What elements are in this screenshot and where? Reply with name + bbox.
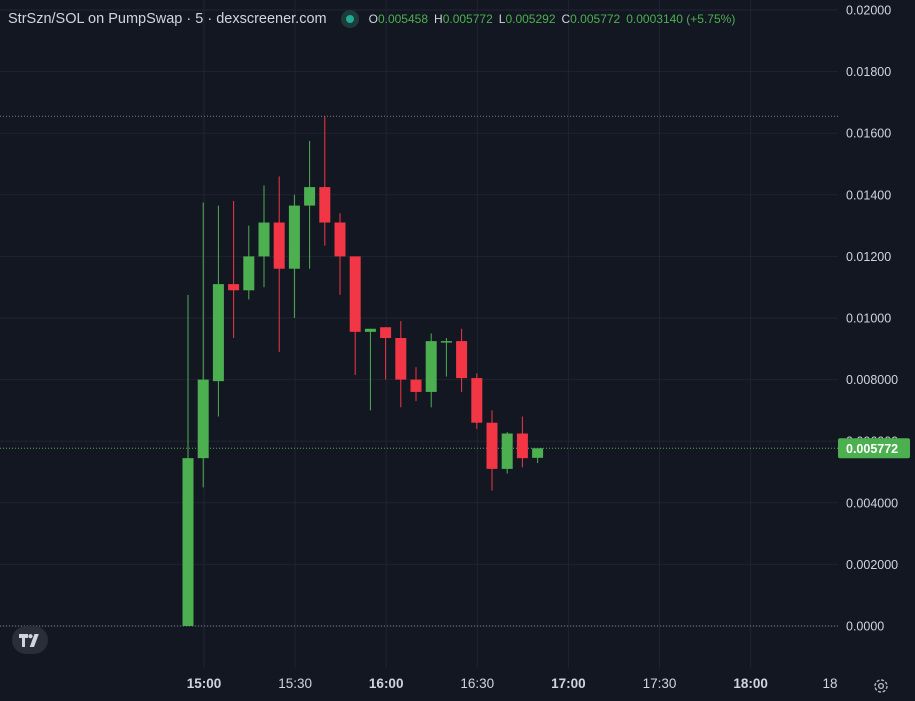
status-dot-icon [340, 10, 359, 28]
price-tick-label: 0.008000 [846, 373, 898, 387]
candle-body [334, 222, 346, 257]
price-tick-label: 0.01000 [846, 312, 891, 326]
time-axis[interactable]: 15:00 15:30 16:00 16:30 17:00 17:30 18:00 18 [187, 676, 838, 691]
current-price-badge [838, 438, 910, 459]
chart-grid [0, 0, 838, 668]
candle-body [380, 327, 392, 339]
tradingview-logo-icon[interactable] [12, 626, 48, 654]
candle-body [486, 422, 498, 469]
time-tick-label: 18 [822, 676, 837, 691]
candle-body [288, 205, 300, 269]
ohlc-legend: O 0.005458 H 0.005772 L 0.005292 C 0.005772 … [369, 12, 736, 26]
time-tick-label: 17:30 [643, 676, 677, 691]
candle-body [532, 448, 544, 458]
candle-body [304, 187, 316, 206]
price-tick-label: 0.02000 [846, 4, 891, 18]
gear-icon[interactable] [872, 677, 890, 695]
time-tick-label: 16:30 [460, 676, 494, 691]
ohlc-change: 0.0003140 (+5.75%) [626, 12, 736, 26]
candle-body [243, 256, 255, 291]
candle-body [471, 378, 483, 423]
price-axis[interactable]: 0.02000 0.01800 0.01600 0.01400 0.01200 0.010… [838, 4, 910, 634]
candle-body [456, 341, 468, 379]
price-tick-label: 0.0000 [846, 620, 884, 634]
price-tick-label: 0.002000 [846, 558, 898, 572]
time-tick-label: 16:00 [369, 676, 404, 691]
ohlc-high: H 0.005772 [434, 12, 493, 26]
candle-body [197, 379, 209, 459]
candle-body [410, 379, 422, 392]
candle-body [258, 222, 270, 257]
candle-body [425, 341, 437, 392]
candle-body [501, 433, 513, 469]
candles [182, 116, 544, 626]
candle-body [349, 256, 361, 332]
candle-body [182, 458, 194, 626]
price-tick-label: 0.01200 [846, 250, 891, 264]
time-tick-label: 15:00 [187, 676, 222, 691]
chart-title: StrSzn/SOL on PumpSwap · 5 · dexscreener… [8, 11, 327, 27]
candle-body [395, 338, 407, 380]
candle-body [440, 341, 452, 343]
chart-header: StrSzn/SOL on PumpSwap · 5 · dexscreener… [8, 10, 735, 28]
candle-body [516, 433, 528, 459]
candle-body [273, 222, 285, 269]
price-tick-label: 0.01800 [846, 65, 891, 79]
current-price-label: 0.005772 [846, 442, 898, 456]
reference-lines [0, 115, 838, 627]
price-tick-label: 0.01400 [846, 188, 891, 202]
price-tick-label: 0.01600 [846, 127, 891, 141]
ohlc-close: C 0.005772 [561, 12, 621, 26]
candle-body [228, 284, 240, 291]
time-tick-label: 15:30 [278, 676, 312, 691]
candle-body [212, 284, 224, 382]
candle-body [364, 328, 376, 332]
ohlc-open: O 0.005458 [368, 12, 429, 26]
time-tick-label: 18:00 [733, 676, 768, 691]
candle-body [319, 187, 331, 223]
time-tick-label: 17:00 [551, 676, 586, 691]
price-tick-label: 0.004000 [846, 496, 898, 510]
ohlc-low: L 0.005292 [498, 12, 556, 26]
